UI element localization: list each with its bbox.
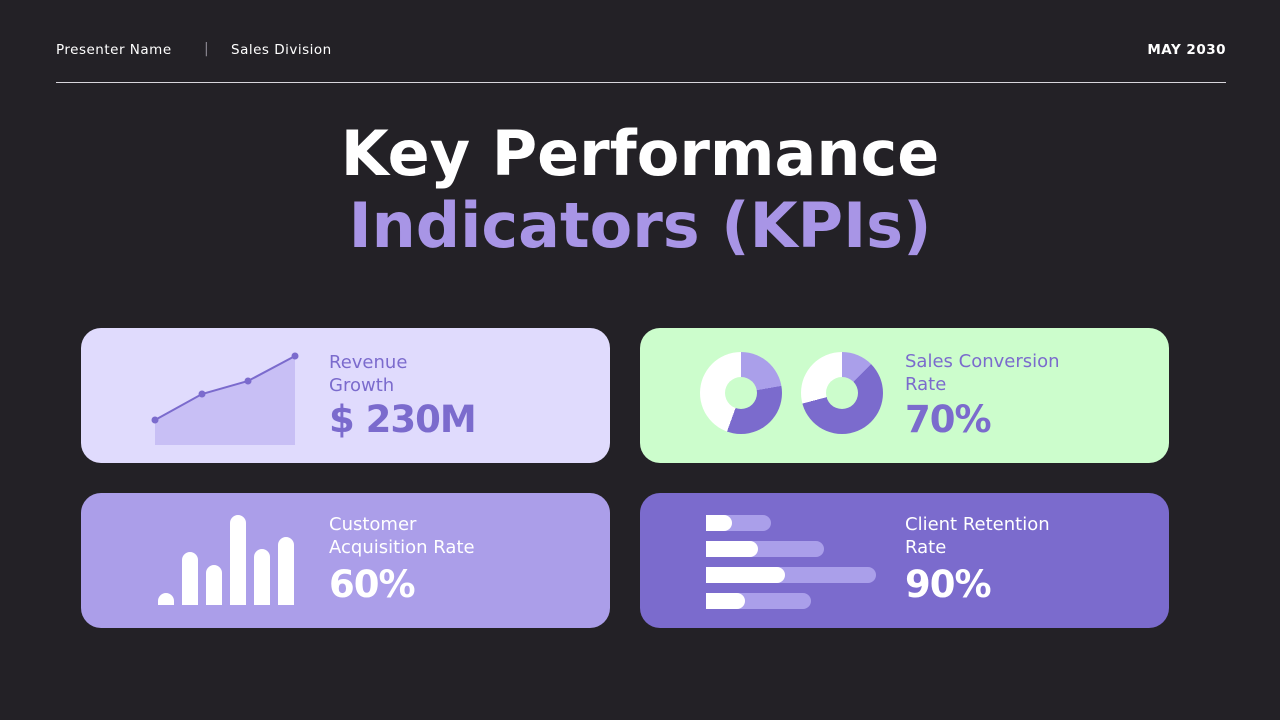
kpi-card-retention: Client Retention Rate 90% bbox=[640, 493, 1169, 628]
kpi-value: 90% bbox=[905, 563, 992, 606]
presentation-date: MAY 2030 bbox=[1147, 42, 1226, 58]
kpi-label: Rate bbox=[905, 537, 947, 558]
donut-chart-icon bbox=[801, 352, 883, 434]
page-title: Key Performance bbox=[340, 117, 940, 190]
kpi-label: Client Retention bbox=[905, 514, 1050, 535]
kpi-label: Revenue bbox=[329, 352, 408, 373]
header-separator: | bbox=[204, 41, 209, 57]
kpi-label: Sales Conversion bbox=[905, 351, 1060, 372]
kpi-label: Growth bbox=[329, 375, 395, 396]
kpi-card-revenue: Revenue Growth $ 230M bbox=[81, 328, 610, 463]
kpi-value: 70% bbox=[905, 398, 992, 441]
page-subtitle: Indicators (KPIs) bbox=[348, 189, 932, 262]
kpi-card-conversion: Sales Conversion Rate 70% bbox=[640, 328, 1169, 463]
kpi-label: Customer bbox=[329, 514, 417, 535]
header-divider bbox=[56, 82, 1226, 83]
kpi-card-acquisition: Customer Acquisition Rate 60% bbox=[81, 493, 610, 628]
kpi-label: Acquisition Rate bbox=[329, 537, 475, 558]
line-area-chart-icon bbox=[151, 352, 299, 445]
kpi-label: Rate bbox=[905, 374, 947, 395]
division-name: Sales Division bbox=[231, 42, 332, 58]
donut-chart-icon bbox=[700, 352, 782, 434]
horizontal-bars-icon bbox=[706, 515, 886, 615]
kpi-value: 60% bbox=[329, 563, 416, 606]
kpi-value: $ 230M bbox=[329, 398, 477, 441]
bar-chart-icon bbox=[158, 513, 298, 605]
presenter-name: Presenter Name bbox=[56, 42, 172, 58]
